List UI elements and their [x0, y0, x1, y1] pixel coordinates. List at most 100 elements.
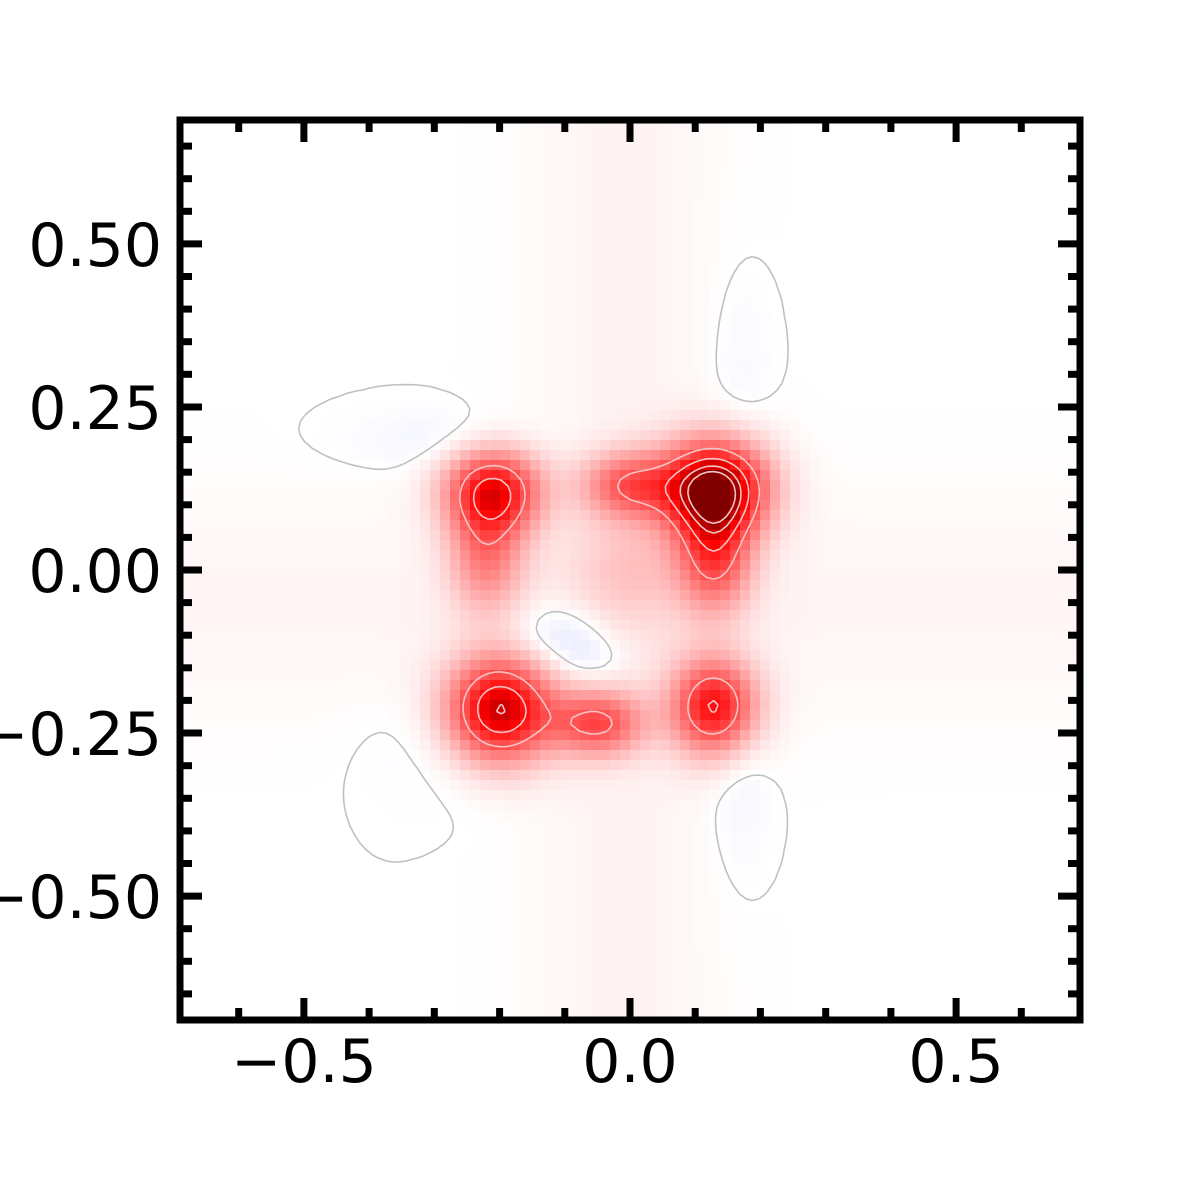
heatmap-cell	[400, 650, 411, 661]
heatmap-cell	[220, 250, 231, 261]
heatmap-cell	[520, 390, 531, 401]
heatmap-cell	[550, 500, 561, 511]
heatmap-cell	[420, 230, 431, 241]
heatmap-cell	[240, 610, 251, 621]
heatmap-cell	[560, 330, 571, 341]
heatmap-cell	[690, 570, 701, 581]
heatmap-cell	[280, 230, 291, 241]
heatmap-cell	[330, 260, 341, 271]
heatmap-cell	[670, 330, 681, 341]
heatmap-cell	[470, 430, 481, 441]
heatmap-cell	[230, 390, 241, 401]
heatmap-cell	[1040, 420, 1051, 431]
heatmap-cell	[980, 400, 991, 411]
heatmap-cell	[920, 260, 931, 271]
heatmap-cell	[950, 620, 961, 631]
heatmap-cell	[180, 220, 191, 231]
heatmap-cell	[320, 280, 331, 291]
heatmap-cell	[370, 170, 381, 181]
heatmap-cell	[1050, 350, 1061, 361]
heatmap-cell	[800, 480, 811, 491]
heatmap-cell	[340, 360, 351, 371]
heatmap-cell	[820, 610, 831, 621]
heatmap-cell	[620, 210, 631, 221]
heatmap-cell	[960, 560, 971, 571]
heatmap-cell	[620, 470, 631, 481]
heatmap-cell	[380, 220, 391, 231]
heatmap-cell	[830, 120, 841, 131]
heatmap-cell	[850, 380, 861, 391]
heatmap-cell	[380, 360, 391, 371]
heatmap-cell	[670, 460, 681, 471]
heatmap-cell	[750, 410, 761, 421]
heatmap-cell	[200, 180, 211, 191]
heatmap-cell	[720, 520, 731, 531]
heatmap-cell	[600, 280, 611, 291]
heatmap-cell	[1030, 120, 1041, 131]
heatmap-cell	[610, 670, 621, 681]
heatmap-cell	[480, 450, 491, 461]
heatmap-cell	[740, 290, 751, 301]
heatmap-cell	[590, 350, 601, 361]
heatmap-cell	[830, 250, 841, 261]
heatmap-cell	[400, 570, 411, 581]
heatmap-cell	[770, 160, 781, 171]
heatmap-cell	[920, 290, 931, 301]
heatmap-cell	[770, 300, 781, 311]
heatmap-cell	[840, 340, 851, 351]
heatmap-cell	[460, 200, 471, 211]
heatmap-cell	[550, 590, 561, 601]
heatmap-cell	[360, 280, 371, 291]
heatmap-cell	[620, 410, 631, 421]
heatmap-cell	[690, 640, 701, 651]
heatmap-cell	[920, 130, 931, 141]
heatmap-cell	[880, 380, 891, 391]
heatmap-cell	[500, 140, 511, 151]
heatmap-cell	[230, 360, 241, 371]
heatmap-cell	[380, 120, 391, 131]
heatmap-cell	[590, 220, 601, 231]
heatmap-cell	[300, 400, 311, 411]
heatmap-cell	[220, 420, 231, 431]
heatmap-cell	[630, 400, 641, 411]
heatmap-cell	[180, 640, 191, 651]
heatmap-cell	[370, 310, 381, 321]
heatmap-cell	[670, 440, 681, 451]
heatmap-cell	[710, 170, 721, 181]
heatmap-cell	[390, 210, 401, 221]
heatmap-cell	[940, 590, 951, 601]
heatmap-cell	[770, 250, 781, 261]
heatmap-cell	[210, 440, 221, 451]
heatmap-cell	[810, 630, 821, 641]
heatmap-cell	[550, 450, 561, 461]
heatmap-cell	[900, 360, 911, 371]
heatmap-cell	[760, 570, 771, 581]
heatmap-cell	[740, 400, 751, 411]
heatmap-cell	[310, 290, 321, 301]
heatmap-cell	[480, 240, 491, 251]
heatmap-cell	[300, 630, 311, 641]
heatmap-cell	[1010, 210, 1021, 221]
heatmap-cell	[1060, 310, 1071, 321]
heatmap-cell	[820, 410, 831, 421]
heatmap-cell	[380, 540, 391, 551]
heatmap-cell	[1010, 370, 1021, 381]
heatmap-cell	[920, 240, 931, 251]
heatmap-cell	[380, 190, 391, 201]
heatmap-cell	[410, 440, 421, 451]
heatmap-cell	[970, 620, 981, 631]
heatmap-cell	[380, 490, 391, 501]
heatmap-cell	[760, 490, 771, 501]
heatmap-cell	[390, 150, 401, 161]
heatmap-cell	[510, 340, 521, 351]
heatmap-cell	[830, 650, 841, 661]
heatmap-cell	[660, 650, 671, 661]
heatmap-cell	[780, 330, 791, 341]
heatmap-cell	[510, 290, 521, 301]
heatmap-cell	[990, 410, 1001, 421]
heatmap-cell	[930, 470, 941, 481]
heatmap-cell	[200, 320, 211, 331]
heatmap-cell	[860, 150, 871, 161]
heatmap-cell	[470, 610, 481, 621]
heatmap-cell	[750, 560, 761, 571]
